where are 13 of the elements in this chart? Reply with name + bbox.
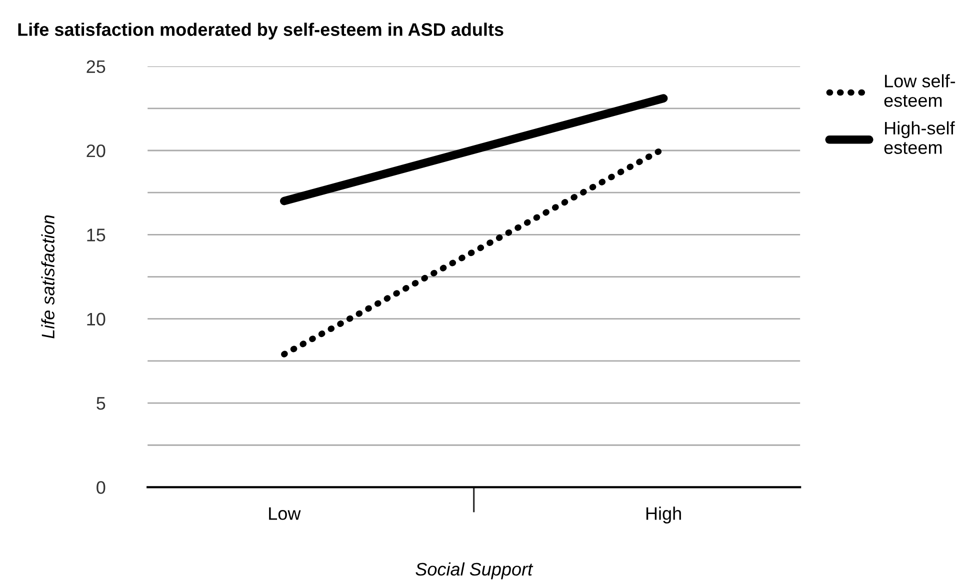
x-tick-label: High [646, 506, 681, 524]
y-tick-label: 25 [86, 60, 106, 74]
y-axis-title: Life satisfaction [41, 215, 54, 338]
y-tick-label: 10 [87, 312, 106, 326]
chart-title: Life satisfaction moderated by self-esteem in ASD adults [18, 22, 504, 40]
y-tick-label: 20 [86, 144, 106, 158]
x-axis-title: Social Support [416, 562, 534, 580]
x-tick-label: Low [269, 507, 301, 520]
y-tick-label: 15 [87, 228, 106, 242]
y-tick-label: 5 [96, 397, 106, 410]
y-tick-label: 0 [96, 481, 106, 494]
legend-label: High-self esteem [884, 121, 955, 154]
legend-label: Low self- esteem [884, 74, 956, 107]
